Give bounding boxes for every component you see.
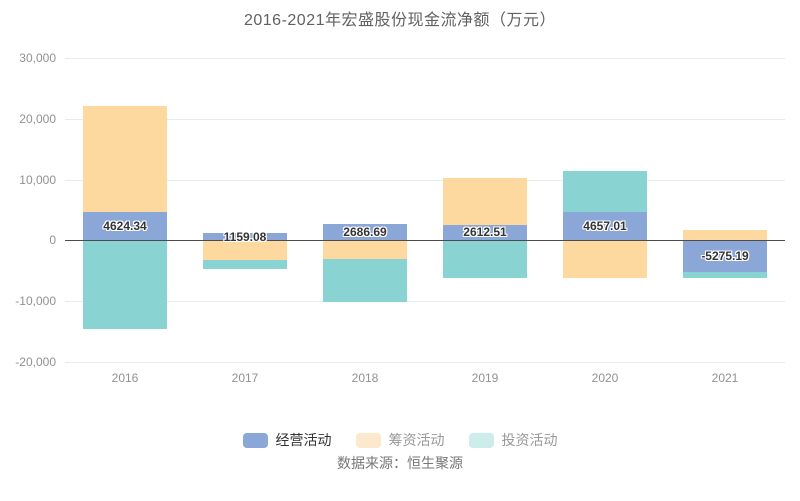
legend-item-经营活动[interactable]: 经营活动 [242,430,332,450]
legend-label: 经营活动 [275,432,332,448]
bar-segment-筹资活动-2020[interactable] [563,240,647,278]
legend-item-投资活动[interactable]: 投资活动 [468,430,558,450]
bar-segment-经营活动-2016[interactable] [83,212,167,241]
x-tick-label: 2018 [351,371,379,385]
x-tick-label: 2021 [711,371,739,385]
bar-segment-投资活动-2020[interactable] [563,171,647,213]
data-source-note: 数据来源：恒生聚源 [337,455,463,471]
bar-segment-投资活动-2021[interactable] [683,272,767,279]
legend-swatch-icon [468,432,494,448]
gridline [65,301,785,303]
bar-segment-经营活动-2019[interactable] [443,224,527,241]
y-tick-label: 30,000 [19,51,56,65]
bar-value-label: 1159.08 [223,229,267,244]
zero-axis-line [65,240,785,242]
legend-swatch-icon [355,432,381,448]
legend: 经营活动 筹资活动 投资活动 [0,430,800,450]
bar-segment-筹资活动-2021[interactable] [683,229,767,241]
x-tick-label: 2019 [471,371,499,385]
chart-title: 2016-2021年宏盛股份现金流净额（万元） [243,12,557,29]
x-tick-label: 2016 [111,371,139,385]
bar-value-label: 2686.69 [343,225,387,240]
bar-segment-筹资活动-2019[interactable] [443,177,527,225]
legend-label: 筹资活动 [388,432,445,448]
bar-segment-投资活动-2017[interactable] [203,259,287,269]
bar-segment-投资活动-2019[interactable] [443,240,527,278]
bar-segment-投资活动-2016[interactable] [83,240,167,330]
bar-segment-经营活动-2021[interactable] [683,240,767,273]
bar-segment-经营活动-2017[interactable] [203,233,287,241]
legend-item-筹资活动[interactable]: 筹资活动 [355,430,445,450]
bar-segment-经营活动-2018[interactable] [323,224,407,241]
bar-segment-筹资活动-2018[interactable] [323,240,407,259]
gridline [65,362,785,363]
x-tick-label: 2020 [591,371,619,385]
plot-area: 4624.34 1159.08 2686.69 2612.51 4657.01 -5275… [65,58,785,363]
legend-label: 投资活动 [501,432,558,448]
y-tick-label: 10,000 [19,172,56,187]
legend-swatch-icon [242,432,268,448]
bar-value-label: 4624.34 [103,219,147,234]
bar-segment-筹资活动-2016[interactable] [83,106,167,213]
gridline [65,179,785,181]
bar-segment-筹资活动-2017[interactable] [203,240,287,260]
bar-value-label: -5275.19 [701,249,749,264]
y-tick-label: 0 [49,233,56,248]
gridline [65,118,785,120]
bar-value-label: 2612.51 [463,225,507,240]
bar-segment-经营活动-2020[interactable] [563,212,647,241]
y-tick-label: -20,000 [15,355,56,369]
bar-value-label: 4657.01 [583,219,627,234]
y-tick-label: -10,000 [15,294,56,309]
x-tick-label: 2017 [231,371,259,385]
y-tick-label: 20,000 [19,111,56,126]
gridline [65,58,785,59]
bar-segment-投资活动-2018[interactable] [323,258,407,303]
